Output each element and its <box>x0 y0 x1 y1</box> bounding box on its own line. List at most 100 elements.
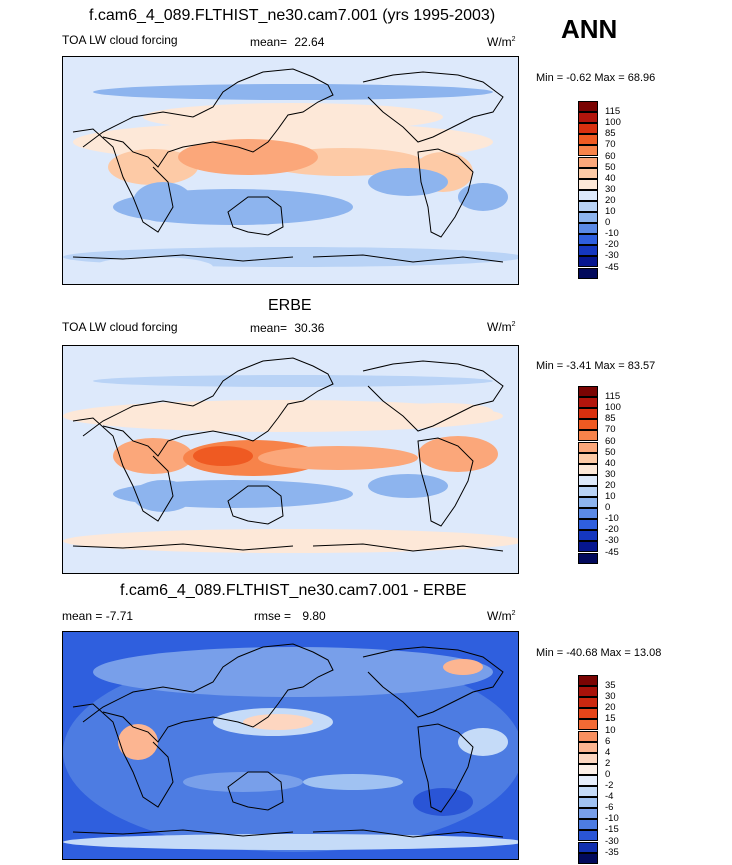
colorbar-box <box>578 134 598 146</box>
panel-2-units: W/m2 <box>487 320 516 334</box>
colorbar-box <box>578 708 598 720</box>
colorbar-box <box>578 808 598 820</box>
colorbar-tick-label: 70 <box>605 424 616 436</box>
colorbar-box <box>578 430 598 442</box>
colorbar-tick-label: 50 <box>605 161 616 173</box>
panel-1-title: f.cam6_4_089.FLTHIST_ne30.cam7.001 (yrs … <box>89 7 496 24</box>
colorbar-box <box>578 797 598 809</box>
colorbar-tick-label: 85 <box>605 413 616 425</box>
panel-1-mean-label: mean= <box>250 35 288 49</box>
colorbar-tick-label: 20 <box>605 194 616 206</box>
colorbar-box <box>578 256 598 268</box>
colorbar-box <box>578 419 598 431</box>
colorbar-box <box>578 786 598 798</box>
colorbar-box <box>578 830 598 842</box>
panel-3-rmse-label: rmse = <box>254 609 292 623</box>
panel-2-variable-label: TOA LW cloud forcing <box>62 320 178 334</box>
panel-2-field <box>63 375 518 553</box>
colorbar-box <box>578 441 598 453</box>
colorbar-tick-label: 20 <box>605 479 616 491</box>
panel-1-colorbar: 115 100 85 70 60 50 40 30 20 10 0 -10 -20 -30 -45 <box>578 101 638 281</box>
colorbar-box <box>578 497 598 509</box>
colorbar-tick-label: 0 <box>605 768 611 780</box>
colorbar-box <box>578 675 598 687</box>
colorbar-box <box>578 819 598 831</box>
panel-2-mean-value: 30.36 <box>294 321 325 335</box>
colorbar-tick-label: 40 <box>605 457 616 469</box>
colorbar-tick-label: -15 <box>605 824 619 836</box>
colorbar-box <box>578 485 598 497</box>
colorbar-box <box>578 212 598 224</box>
colorbar-box <box>578 223 598 235</box>
colorbar-box <box>578 841 598 853</box>
season-label: ANN <box>561 14 618 44</box>
colorbar-box <box>578 686 598 698</box>
colorbar-box <box>578 752 598 764</box>
panel-2-mean-label: mean= <box>250 321 288 335</box>
colorbar-box <box>578 519 598 531</box>
colorbar-box <box>578 200 598 212</box>
colorbar-tick-label: 6 <box>605 735 611 747</box>
colorbar-box <box>578 541 598 553</box>
colorbar-tick-label: -2 <box>605 780 614 791</box>
colorbar-tick-label: 10 <box>605 724 616 736</box>
panel-2-minmax: Min = -3.41 Max = 83.57 <box>536 360 656 372</box>
colorbar-box <box>578 386 598 398</box>
colorbar-tick-label: 60 <box>605 150 616 162</box>
colorbar-tick-label: -10 <box>605 228 619 240</box>
colorbar-tick-label: -6 <box>605 802 614 814</box>
colorbar-box <box>578 474 598 486</box>
panel-3-rmse: rmse = 9.80 <box>254 609 326 623</box>
panel-2-map <box>62 345 519 574</box>
colorbar-tick-label: 100 <box>605 117 621 129</box>
colorbar-box <box>578 101 598 113</box>
colorbar-box <box>578 234 598 246</box>
colorbar-box <box>578 245 598 257</box>
colorbar-tick-label: 20 <box>605 702 616 714</box>
colorbar-box <box>578 508 598 520</box>
colorbar-tick-label: 30 <box>605 691 616 703</box>
colorbar-box <box>578 408 598 420</box>
panel-2-title: ERBE <box>268 297 312 314</box>
panel-1-map <box>62 56 519 285</box>
colorbar-tick-label: -10 <box>605 813 619 825</box>
panel-1-field <box>63 84 518 277</box>
colorbar-tick-label: 10 <box>605 206 616 217</box>
panel-3-minmax: Min = -40.68 Max = 13.08 <box>536 647 662 659</box>
colorbar-tick-label: 50 <box>605 446 616 458</box>
colorbar-box <box>578 397 598 409</box>
colorbar-tick-label: -45 <box>605 261 619 273</box>
colorbar-tick-label: -30 <box>605 250 619 262</box>
colorbar-tick-label: 115 <box>605 106 621 118</box>
colorbar-tick-label: -10 <box>605 513 619 525</box>
colorbar-tick-label: 0 <box>605 502 611 514</box>
panel-1-units: W/m2 <box>487 35 516 49</box>
colorbar-tick-label: -30 <box>605 835 619 847</box>
colorbar-tick-label: -35 <box>605 846 619 858</box>
colorbar-tick-label: 30 <box>605 183 616 195</box>
colorbar-tick-label: -20 <box>605 524 619 536</box>
panel-3-units: W/m2 <box>487 609 516 623</box>
panel-3-map <box>62 631 519 860</box>
colorbar-box <box>578 452 598 464</box>
colorbar-box <box>578 741 598 753</box>
colorbar-tick-label: 30 <box>605 468 616 480</box>
colorbar-box <box>578 463 598 475</box>
colorbar-box <box>578 852 598 864</box>
panel-2-mean: mean= 30.36 <box>250 321 324 335</box>
panel-1-mean-value: 22.64 <box>294 35 325 49</box>
colorbar-tick-label: 0 <box>605 217 611 229</box>
colorbar-tick-label: 85 <box>605 128 616 140</box>
panel-1-variable-label: TOA LW cloud forcing <box>62 33 178 47</box>
colorbar-box <box>578 156 598 168</box>
panel-1-mean: mean= 22.64 <box>250 35 324 49</box>
colorbar-tick-label: 4 <box>605 746 611 758</box>
colorbar-box <box>578 697 598 709</box>
panel-3-mean-label: mean = -7.71 <box>62 609 134 623</box>
colorbar-tick-label: 100 <box>605 402 621 414</box>
colorbar-box <box>578 167 598 179</box>
panel-3-rmse-value: 9.80 <box>302 609 326 623</box>
panel-3-title: f.cam6_4_089.FLTHIST_ne30.cam7.001 - ERB… <box>120 582 467 599</box>
colorbar-tick-label: 35 <box>605 680 616 692</box>
colorbar-box <box>578 719 598 731</box>
